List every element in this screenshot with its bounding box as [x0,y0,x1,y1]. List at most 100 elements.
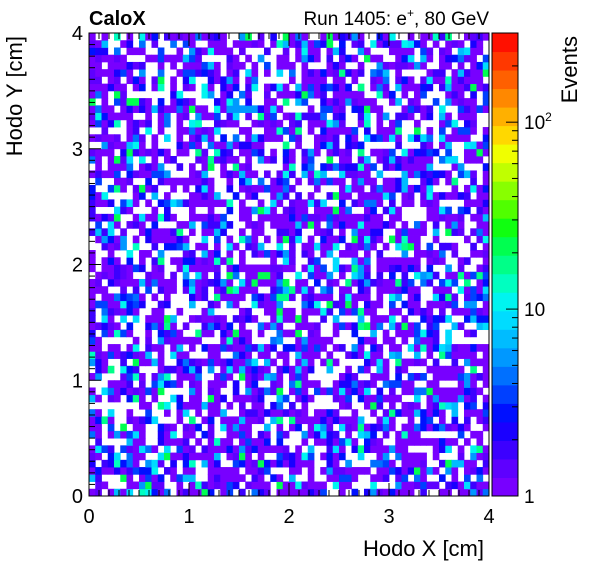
heatmap-cell [257,373,265,381]
heatmap-cell [376,235,384,244]
z-tick-label: 102 [524,110,552,134]
heatmap-cell [445,445,452,453]
heatmap-cell [114,278,121,287]
heatmap-cell [157,47,165,56]
heatmap-cell [426,387,434,396]
heatmap-cell [414,250,421,258]
heatmap-cell [470,481,477,490]
heatmap-cell [257,387,265,396]
heatmap-cell [139,61,146,70]
heatmap-cell [482,423,490,432]
heatmap-cell [189,387,196,396]
heatmap-cell [364,119,371,128]
heatmap-cell [376,401,384,410]
heatmap-cell [395,430,402,439]
heatmap-cell [157,329,165,338]
heatmap-cell [401,242,409,251]
heatmap-cell [226,293,234,302]
heatmap-cell [364,105,371,113]
heatmap-cell [314,380,321,388]
heatmap-cell [282,445,290,453]
heatmap-cell [457,127,465,135]
heatmap-cell [207,452,215,461]
heatmap-cell [214,148,221,157]
heatmap-cell [282,293,290,302]
heatmap-cell [107,250,115,258]
heatmap-cell [457,90,465,99]
heatmap-cell [164,192,171,200]
heatmap-cell [476,452,484,461]
heatmap-cell [439,54,446,63]
heatmap-cell [189,119,196,128]
heatmap-cell [195,423,202,432]
heatmap-cell [214,155,221,164]
heatmap-cell [189,170,196,179]
heatmap-cell [320,33,327,41]
heatmap-cell [270,148,277,157]
heatmap-cell [151,76,159,85]
heatmap-cell [426,264,434,273]
heatmap-cell [101,459,109,468]
heatmap-cell [314,329,321,338]
heatmap-cell [320,40,327,48]
heatmap-cell [189,300,196,309]
heatmap-cell [482,278,490,287]
heatmap-cell [282,184,290,193]
heatmap-cell [176,163,184,171]
heatmap-cell [276,170,284,179]
heatmap-cell [239,358,246,367]
heatmap-cell [420,373,427,381]
heatmap-cell [451,221,459,229]
heatmap-cell [264,351,271,359]
heatmap-cell [320,467,327,475]
heatmap-cell [451,54,459,63]
heatmap-cell [389,322,396,331]
heatmap-cell [195,264,202,273]
heatmap-cell [482,344,490,352]
heatmap-cell [195,155,202,164]
heatmap-cell [95,112,102,121]
heatmap-cell [395,47,402,56]
heatmap-cell [470,459,477,468]
x-tick-label: 4 [483,506,494,528]
heatmap-cell [332,467,340,475]
heatmap-cell [189,105,196,113]
heatmap-cell [339,40,346,48]
heatmap-cell [282,213,290,222]
heatmap-cell [451,387,459,396]
heatmap-cell [389,192,396,200]
heatmap-cell [482,61,490,70]
heatmap-cell [376,351,384,359]
x-tick-label: 2 [283,506,294,528]
heatmap-cell [276,228,284,236]
heatmap-cell [132,373,140,381]
heatmap-cell [139,416,146,425]
heatmap-cell [414,170,421,179]
heatmap-cell [89,394,96,403]
heatmap-cell [232,358,240,367]
heatmap-cell [101,105,109,113]
heatmap-cell [264,213,271,222]
heatmap-cell [482,481,490,490]
heatmap-cell [276,322,284,331]
heatmap-cell [420,307,427,316]
heatmap-cell [289,148,296,157]
heatmap-cell [264,90,271,99]
heatmap-cell [101,358,109,367]
heatmap-cell [120,329,127,338]
heatmap-cell [120,177,127,186]
heatmap-cell [226,271,234,280]
heatmap-cell [189,459,196,468]
heatmap-cell [107,228,115,236]
heatmap-cell [176,98,184,106]
heatmap-cell [464,206,471,215]
heatmap-cell [139,184,146,193]
heatmap-cell [120,98,127,106]
heatmap-cell [95,416,102,425]
heatmap-cell [201,286,209,294]
heatmap-cell [414,459,421,468]
heatmap-cell [370,221,377,229]
heatmap-cell [301,40,309,48]
heatmap-cell [89,488,96,497]
heatmap-cell [376,228,384,236]
